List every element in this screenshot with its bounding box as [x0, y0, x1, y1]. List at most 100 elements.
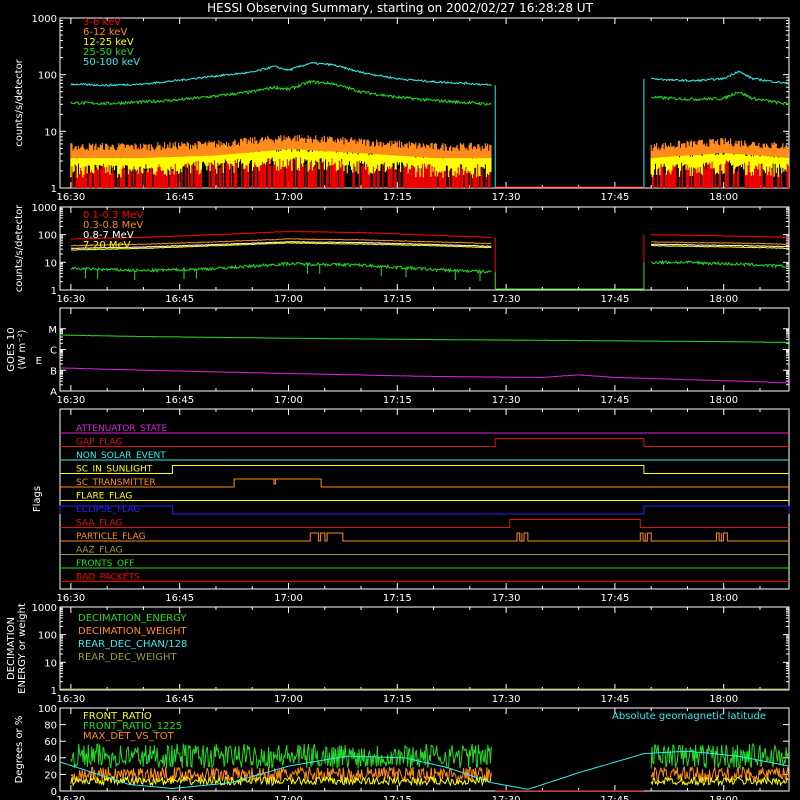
ratios-xtick-label: 16:45 — [165, 795, 194, 800]
flag-label-aaz-flag: AAZ_FLAG — [76, 546, 123, 556]
flags-xtick-label: 17:30 — [492, 593, 521, 604]
flag-label-saa-flag: SAA_FLAG — [76, 519, 122, 529]
high-energy-series-0 — [70, 230, 789, 240]
low-energy-ytick-label: 1000 — [32, 14, 57, 25]
high-energy-series-2 — [70, 241, 789, 250]
ratios-front-ratio-0 — [70, 775, 492, 788]
high-energy-legend-1: 0.3-0.8 MeV — [83, 220, 143, 231]
ratios-xtick-label: 17:00 — [274, 795, 303, 800]
decimation-xtick-label: 17:15 — [383, 694, 412, 705]
goes-ylabel2: (W m⁻²) — [17, 329, 28, 369]
ratios-xtick-label: 16:30 — [56, 795, 85, 800]
goes-frame — [59, 307, 790, 392]
ratios-legend-0: FRONT_RATIO — [83, 711, 152, 722]
flag-label-fronts-off: FRONTS_OFF — [76, 559, 134, 569]
high-energy-ylabel: counts/s/detector — [14, 204, 25, 292]
low-energy-ylabel: counts/s/detector — [14, 58, 25, 146]
low-energy-series-4 — [70, 61, 789, 87]
goes-ylabel: GOES 10 — [6, 327, 17, 371]
chart-title: HESSI Observing Summary, starting on 200… — [207, 1, 593, 15]
high-energy-series-1 — [70, 238, 789, 247]
decimation-ytick-label: 1 — [51, 686, 57, 697]
low-energy-xtick-label: 17:15 — [383, 192, 412, 203]
ratios-legend-1: FRONT_RATIO_1225 — [83, 721, 182, 732]
ratios-annotation: Absolute geomagnetic latitude — [612, 711, 766, 722]
goes-xtick-label: 17:45 — [600, 395, 629, 406]
decimation-ytick-label: 100 — [38, 631, 57, 642]
high-energy-xtick-label: 17:15 — [383, 294, 412, 305]
high-energy-xtick-label: 17:30 — [492, 294, 521, 305]
ratios-xtick-label: 18:00 — [709, 795, 738, 800]
ratios-ytick-label: 40 — [44, 754, 57, 765]
flags-xtick-label: 16:45 — [165, 593, 194, 604]
decimation-xtick-label: 16:30 — [56, 694, 85, 705]
goes-xtick-label: 16:45 — [165, 395, 194, 406]
ratios-ylabel: Degrees or % — [14, 716, 25, 784]
flag-label-sc-in-sunlight: SC_IN_SUNLIGHT — [76, 465, 153, 475]
ratios-legend-2: MAX_DET_VS_TOT — [83, 731, 175, 742]
flags-xtick-label: 17:45 — [600, 593, 629, 604]
goes-xtick-label: 17:30 — [492, 395, 521, 406]
ratios-ytick-label: 100 — [38, 704, 57, 715]
low-energy-series-0-bars-0 — [71, 151, 491, 188]
decimation-legend-2: REAR_DEC_CHAN/128 — [78, 639, 187, 650]
ratios-panel: 16:30 16:45 17:00 17:15 17:30 17:45 18:00 0 20 40… — [14, 704, 790, 800]
high-energy-xtick-label: 18:00 — [709, 294, 738, 305]
flag-line-particle-flag — [60, 532, 789, 542]
low-energy-legend-2: 12-25 keV — [83, 37, 134, 48]
goes-series-1 — [59, 367, 789, 384]
high-energy-xtick-label: 16:45 — [165, 294, 194, 305]
low-energy-series-1-bars-0 — [70, 134, 492, 159]
low-energy-xtick-label: 16:45 — [165, 192, 194, 203]
high-energy-legend-3: 7-20 MeV — [83, 240, 131, 251]
decimation-xtick-label: 17:30 — [492, 694, 521, 705]
ratios-xtick-label: 17:15 — [383, 795, 412, 800]
low-energy-series-0-bars-1 — [651, 156, 789, 188]
high-energy-ytick-label: 100 — [38, 231, 57, 242]
flag-label-gap-flag: GAP_FLAG — [76, 438, 122, 448]
high-energy-panel: 16:30 16:45 17:00 17:15 17:30 17:45 18:00 1 10 10… — [14, 203, 790, 305]
goes-xtick-label: 17:15 — [383, 395, 412, 406]
decimation-xtick-label: 16:45 — [165, 694, 194, 705]
low-energy-ytick-label: 1 — [51, 184, 57, 195]
flags-xtick-label: 17:15 — [383, 593, 412, 604]
high-energy-frame — [59, 206, 790, 291]
ratios-ytick-label: 60 — [44, 737, 57, 748]
decimation-frame — [59, 606, 790, 691]
ratios-geomagnetic-latitude — [59, 750, 790, 790]
high-energy-xtick-label: 17:45 — [600, 294, 629, 305]
flag-line-gap-flag — [60, 438, 789, 447]
high-energy-green-dips — [84, 264, 481, 281]
ratios-front-ratio-1 — [650, 775, 789, 787]
ratios-front-ratio-1225-1 — [650, 742, 790, 771]
ratios-xtick-label: 17:30 — [492, 795, 521, 800]
flag-label-flare-flag: FLARE_FLAG — [76, 492, 132, 502]
flag-line-saa-flag — [60, 519, 789, 528]
ratios-max-det-0 — [70, 765, 492, 783]
decimation-ylabel: DECIMATION — [6, 617, 17, 680]
flag-label-non-solar-event: NON_SOLAR_EVENT — [76, 451, 166, 461]
low-energy-xtick-label: 17:30 — [492, 192, 521, 203]
high-energy-ytick-label: 1 — [51, 286, 57, 297]
flags-ylabel: Flags — [32, 486, 43, 512]
decimation-xtick-label: 18:00 — [709, 694, 738, 705]
ratios-ytick-label: 80 — [44, 721, 57, 732]
flag-label-eclipse-flag: ECLIPSE_FLAG — [76, 505, 140, 515]
goes-xtick-label: 16:30 — [56, 395, 85, 406]
decimation-ytick-label: 1000 — [32, 603, 57, 614]
flags-xtick-label: 18:00 — [709, 593, 738, 604]
goes-xtick-label: 18:00 — [709, 395, 738, 406]
goes-ytick-label: C — [50, 346, 57, 357]
low-energy-xtick-label: 16:30 — [56, 192, 85, 203]
goes-ytick-label: M — [48, 325, 57, 336]
flags-xtick-label: 16:30 — [56, 593, 85, 604]
ratios-ytick-label: 0 — [51, 787, 57, 798]
flags-frame — [59, 408, 790, 590]
low-energy-xtick-label: 17:00 — [274, 192, 303, 203]
high-energy-series-3 — [70, 242, 789, 251]
goes-ytick-minor-label: E — [36, 356, 42, 367]
high-energy-legend-2: 0.8-7 MeV — [83, 230, 134, 241]
low-energy-ytick-label: 100 — [38, 71, 57, 82]
